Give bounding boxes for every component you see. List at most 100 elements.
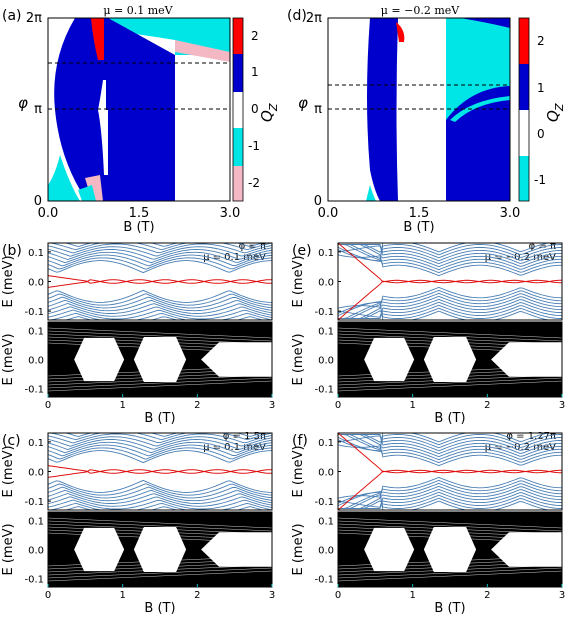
streak	[48, 523, 272, 535]
xlabel-B: B (T)	[123, 220, 154, 235]
band-line	[48, 306, 272, 317]
band-line	[48, 493, 272, 504]
ytick-bot-f-0: 0.1	[318, 517, 334, 528]
streak	[338, 517, 562, 529]
xtick-e-1: 1	[409, 400, 415, 411]
ytick-top-c-2: -0.1	[24, 497, 44, 508]
gap-region	[133, 337, 187, 382]
ytick-d-2pi: 2π	[306, 11, 322, 26]
band-line	[338, 434, 562, 452]
gap-region	[74, 337, 125, 382]
ytick-0: 0	[34, 194, 42, 209]
gap-region	[364, 337, 415, 382]
streak	[48, 532, 272, 544]
band-line	[48, 444, 272, 457]
band-line	[48, 249, 272, 260]
band-line	[338, 493, 562, 509]
spectrum-dense-b	[48, 322, 272, 397]
band-line	[338, 244, 562, 277]
band-line	[48, 441, 272, 454]
annotation-phi-c: φ = 1.5π	[223, 431, 266, 442]
streak	[338, 555, 562, 567]
region-red-d	[396, 22, 405, 42]
streak	[338, 570, 562, 582]
panel-label-d: (d)	[287, 8, 307, 24]
streak	[48, 570, 272, 582]
streak	[338, 330, 562, 342]
zero-mode-line	[338, 279, 562, 320]
panel-label-b: (b)	[2, 243, 22, 259]
xtick-e-2: 2	[484, 400, 490, 411]
band-line	[48, 436, 272, 447]
xtick-f-0: 0	[335, 590, 341, 601]
gap-region	[423, 527, 477, 572]
band-line	[338, 434, 562, 450]
xtick-e-3: 3	[559, 400, 565, 411]
colorbar-d: 2 1 0 -1 Q Z	[518, 17, 566, 202]
cbar-a-2: 2	[251, 29, 259, 43]
cbar-d-1: 1	[537, 81, 545, 95]
region-white-notch	[98, 110, 108, 175]
streak	[48, 558, 272, 570]
band-line	[338, 301, 551, 320]
xtick-d-15: 1.5	[409, 206, 430, 221]
band-line	[338, 433, 551, 452]
band-line	[48, 502, 272, 510]
gap-region	[364, 527, 415, 572]
xlabel-c: B (T)	[144, 601, 175, 616]
ytick-bot-c-1: 0.0	[28, 546, 44, 557]
ytick-bot-f-2: -0.1	[314, 574, 334, 585]
ytick-d-0: 0	[314, 194, 322, 209]
band-line	[338, 245, 562, 265]
band-line	[64, 433, 265, 437]
ytick-top-b-2: -0.1	[24, 307, 44, 318]
gap-region	[133, 527, 187, 572]
streak	[338, 374, 562, 386]
region-cyan-bottom	[48, 155, 80, 201]
xtick-f-2: 2	[484, 590, 490, 601]
cbar-a-m2: -2	[248, 176, 260, 190]
ytick-top-c-1: 0.0	[28, 468, 44, 479]
band-line	[338, 434, 562, 467]
band-line	[338, 244, 562, 262]
streak	[338, 377, 562, 389]
streak	[48, 365, 272, 377]
streak	[48, 368, 272, 380]
band-line	[338, 301, 562, 319]
gap-region	[423, 337, 477, 382]
cbar-a-label: Q	[258, 110, 276, 122]
frame-bot-f	[337, 511, 563, 588]
ytick-bot-c-0: 0.1	[28, 517, 44, 528]
cbar-a-0: 0	[251, 102, 259, 116]
zero-mode-line	[48, 465, 272, 474]
band-line	[48, 246, 272, 257]
band-line	[48, 479, 272, 493]
region-blue-d-top	[460, 18, 510, 28]
spectrum-lines-f	[338, 433, 562, 510]
band-line	[338, 435, 562, 455]
xtick-15: 1.5	[129, 206, 150, 221]
spectrum-lines-c	[48, 433, 272, 510]
band-line	[338, 476, 562, 509]
ylabel-bot-b: E (meV)	[1, 333, 16, 385]
streak	[48, 333, 272, 345]
ytick-bot-f-1: 0.0	[318, 546, 334, 557]
xtick-d-0: 0.0	[318, 206, 339, 221]
panel-label-a: (a)	[2, 8, 22, 24]
streak	[48, 561, 272, 573]
band-line	[48, 447, 272, 460]
ytick-top-e-1: 0.0	[318, 278, 334, 289]
streak	[48, 555, 272, 567]
annotation-phi-f: φ = 1.27π	[506, 431, 556, 442]
cbar-d-m1: -1	[534, 173, 546, 187]
gap-region	[491, 342, 562, 377]
xtick-f-1: 1	[409, 590, 415, 601]
xtick-c-0: 0	[45, 590, 51, 601]
band-line	[338, 289, 562, 319]
band-line	[48, 496, 272, 507]
band-line	[48, 257, 272, 270]
streak	[338, 342, 562, 354]
streak	[48, 339, 272, 351]
